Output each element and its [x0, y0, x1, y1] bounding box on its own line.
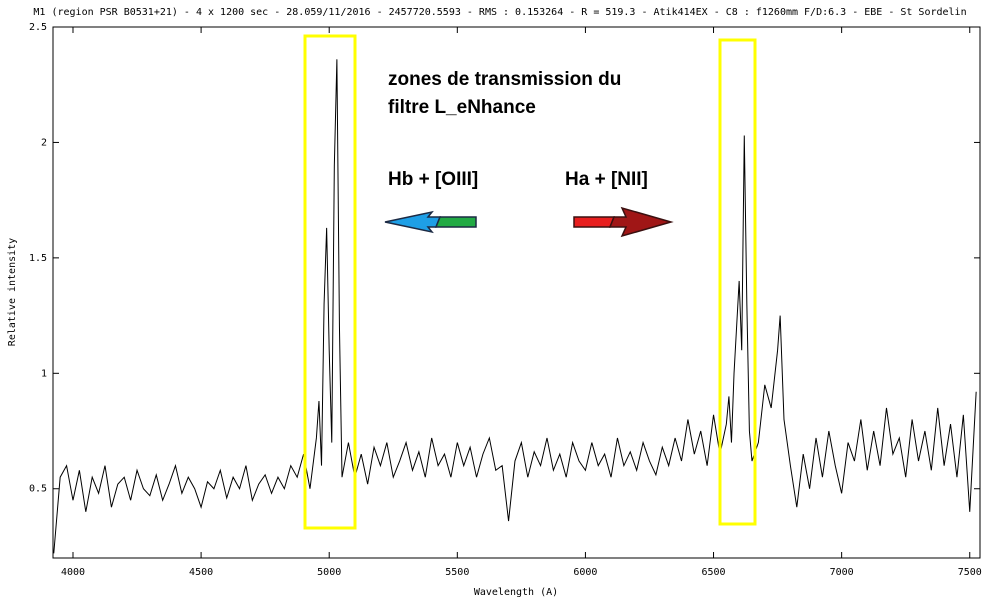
y-tick-label: 0.5 — [29, 484, 47, 495]
x-tick-label: 5500 — [445, 567, 469, 578]
annotation: Ha + [NII] — [565, 169, 648, 190]
x-axis-label: Wavelength (A) — [474, 587, 558, 598]
marks — [53, 59, 977, 554]
y-tick-label: 1 — [41, 368, 47, 379]
highlight-box — [303, 34, 357, 530]
chart-title: M1 (region PSR B0531+21) - 4 x 1200 sec … — [33, 7, 966, 18]
annotation: zones de transmission du — [388, 69, 621, 90]
arrow-left — [384, 210, 477, 234]
y-axis-label: Relative intensity — [7, 238, 18, 346]
y-tick-label: 1.5 — [29, 253, 47, 264]
x-tick-label: 6000 — [573, 567, 597, 578]
y-tick-label: 2.5 — [29, 22, 47, 33]
x-tick-label: 7000 — [830, 567, 854, 578]
annotation: Hb + [OIII] — [388, 169, 478, 190]
y-tick-label: 2 — [41, 137, 47, 148]
plot-frame — [52, 26, 981, 559]
x-tick-label: 5000 — [317, 567, 341, 578]
x-tick-label: 7500 — [958, 567, 982, 578]
arrow-right — [573, 206, 674, 238]
x-tick-label: 4500 — [189, 567, 213, 578]
highlight-box — [718, 38, 757, 526]
spectrum-line — [53, 59, 977, 554]
x-tick-label: 4000 — [61, 567, 85, 578]
annotation: filtre L_eNhance — [388, 97, 536, 118]
x-tick-label: 6500 — [701, 567, 725, 578]
